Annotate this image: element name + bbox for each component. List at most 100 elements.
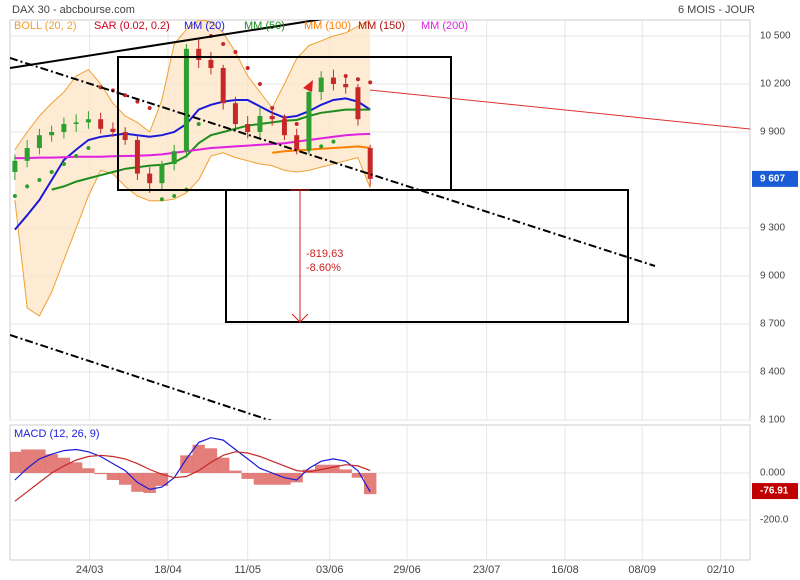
last-price-box <box>752 170 798 187</box>
y-tick-label: -200.0 <box>760 515 789 526</box>
sar-dot <box>196 122 201 126</box>
candle-body <box>98 119 104 129</box>
sar-dot <box>294 122 299 126</box>
x-tick-label: 16/08 <box>551 564 579 576</box>
candle-body <box>294 135 300 150</box>
x-tick-label: 03/06 <box>316 564 344 576</box>
x-tick-label: 18/04 <box>154 564 182 576</box>
candle-body <box>85 119 91 123</box>
macd-line <box>14 437 371 493</box>
signal-line <box>14 451 371 502</box>
candle-body <box>208 60 214 68</box>
sar-dot <box>61 162 66 166</box>
candle-body <box>257 116 263 132</box>
sar-dot <box>49 170 54 174</box>
sar-dot <box>25 184 30 189</box>
box <box>225 189 629 323</box>
sar-dot <box>319 144 324 149</box>
legend-entry: MM (100) <box>304 20 351 32</box>
macd-histogram <box>10 451 22 473</box>
sar-dot <box>86 146 91 150</box>
sar-dot <box>282 115 287 120</box>
sar-dot <box>343 74 348 78</box>
candle-body <box>134 140 140 174</box>
macd-histogram <box>180 455 193 473</box>
legend-entry: SAR (0.02, 0.2) <box>94 20 170 32</box>
sar-dot <box>172 194 177 198</box>
macd-histogram <box>351 472 365 478</box>
y-tick-label: 0.000 <box>760 468 785 479</box>
candle-body <box>318 77 324 92</box>
macd-histogram <box>290 472 303 483</box>
chart-title: DAX 30 - abcbourse.com <box>12 4 135 16</box>
macd-last-box <box>752 483 798 500</box>
chart-subtitle: 6 MOIS - JOUR <box>678 4 755 16</box>
candle-body <box>122 132 128 140</box>
macd-histogram <box>278 472 291 485</box>
candle-body <box>110 128 116 132</box>
macd-histogram <box>265 472 279 485</box>
sar-dot <box>270 106 275 110</box>
last-price-label: 9 607 <box>760 174 785 185</box>
macd-histogram <box>155 472 169 486</box>
macd-histogram <box>363 472 377 495</box>
macd-histogram <box>339 469 352 473</box>
x-tick-label: 23/07 <box>473 564 501 576</box>
legend-entry: BOLL (20, 2) <box>14 20 77 32</box>
candle-body <box>24 148 30 161</box>
y-tick-label: 9 300 <box>760 223 785 234</box>
x-tick-label: 29/06 <box>393 564 421 576</box>
candle-body <box>196 48 202 60</box>
candle-body <box>330 77 336 84</box>
y-tick-label: 8 400 <box>760 367 785 378</box>
x-tick-label: 02/10 <box>707 564 735 576</box>
sar-dot <box>245 66 250 70</box>
candle-body <box>269 116 275 120</box>
sar-dot <box>233 50 238 54</box>
candle-body <box>232 103 238 124</box>
y-tick-label: 9 000 <box>760 271 785 282</box>
macd-histogram <box>192 444 205 473</box>
sar-dot <box>331 139 336 144</box>
candle-body <box>281 119 287 136</box>
y-tick-label: 9 900 <box>760 127 785 138</box>
macd-histogram <box>204 448 218 473</box>
trend-line <box>369 89 750 130</box>
legend-entry: MM (200) <box>421 20 468 32</box>
candle-body <box>367 148 373 179</box>
candle-body <box>73 122 79 124</box>
annotation: -8.60% <box>306 262 341 274</box>
macd-histogram <box>20 449 34 473</box>
sar-dot <box>74 154 79 158</box>
y-tick-label: 10 500 <box>760 31 791 42</box>
candle-body <box>159 164 165 184</box>
macd-histogram <box>33 449 46 473</box>
macd-title: MACD (12, 26, 9) <box>14 428 100 440</box>
x-tick-label: 11/05 <box>234 564 261 576</box>
candle-body <box>171 151 177 164</box>
candle-body <box>147 173 153 184</box>
sar-dot <box>135 99 140 104</box>
drawings <box>10 20 750 420</box>
main-panel <box>9 19 751 421</box>
macd-histogram <box>69 462 83 473</box>
macd-histogram <box>94 472 107 475</box>
moving-average <box>51 108 371 191</box>
macd-histogram <box>253 472 267 485</box>
macd-histogram <box>327 464 340 473</box>
candle-body <box>220 68 226 104</box>
candle-body <box>306 92 312 150</box>
moving-average <box>272 145 371 154</box>
x-tick-label: 24/03 <box>76 564 104 576</box>
candle-body <box>355 87 361 120</box>
sar-dot <box>221 42 226 46</box>
arrow-head <box>291 313 309 323</box>
sar-dot <box>355 77 360 82</box>
macd-histogram <box>216 457 230 473</box>
marker <box>303 80 313 92</box>
y-tick-label: 8 700 <box>760 319 785 330</box>
candle-body <box>12 160 18 172</box>
trend-line <box>10 334 273 420</box>
